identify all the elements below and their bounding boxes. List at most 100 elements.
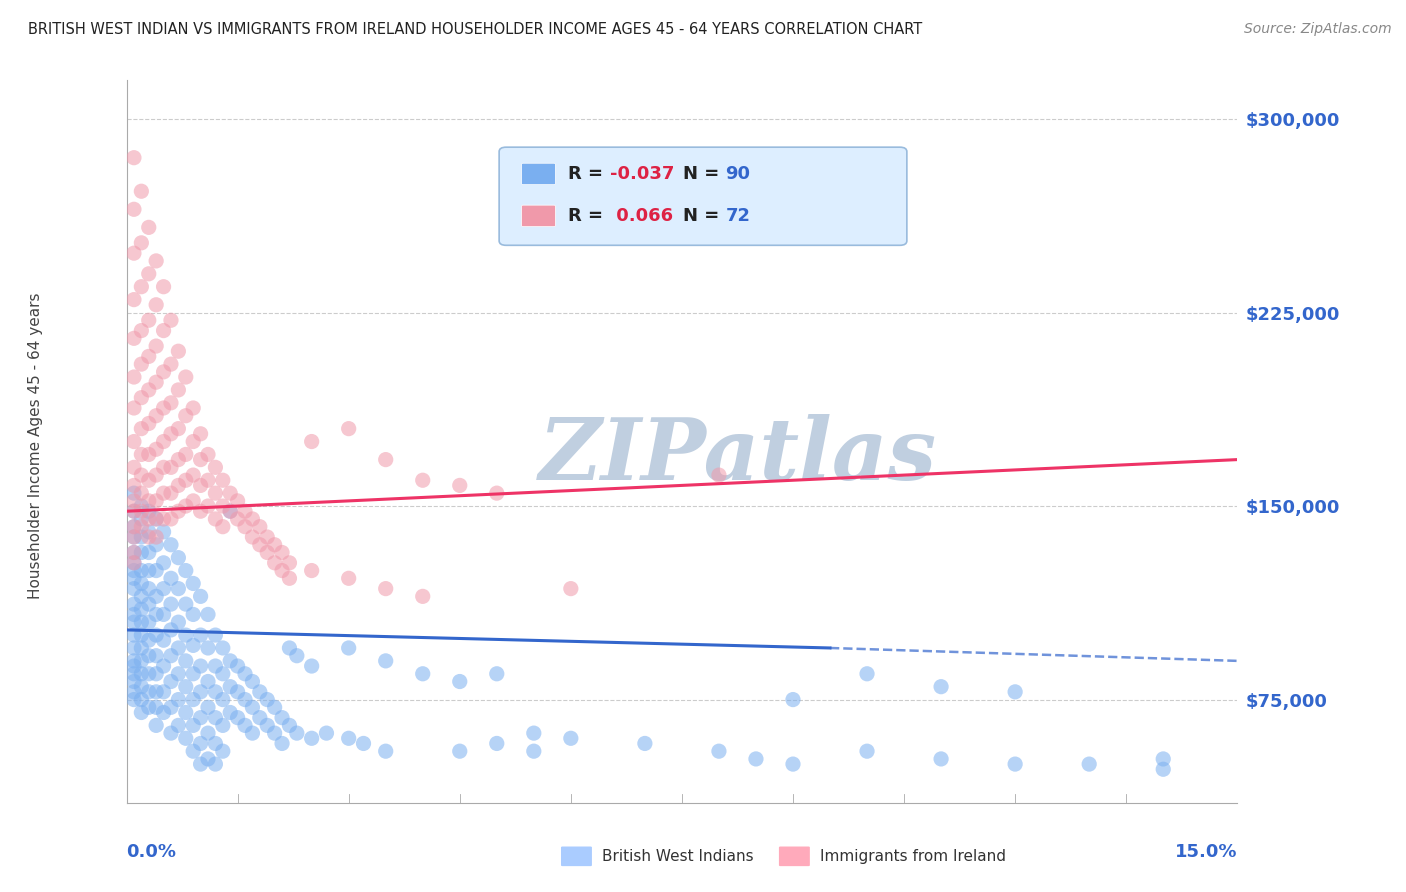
Point xyxy=(145,468,167,483)
Point xyxy=(1004,757,1026,772)
Point xyxy=(249,519,271,533)
Point xyxy=(190,711,212,725)
Point xyxy=(138,220,160,235)
Point xyxy=(138,447,160,461)
Point xyxy=(122,582,145,596)
Point xyxy=(174,706,197,720)
Point xyxy=(181,718,204,732)
Point xyxy=(167,478,190,492)
Point xyxy=(197,752,219,766)
Text: 0.0%: 0.0% xyxy=(127,843,177,861)
Point xyxy=(131,692,153,706)
Point xyxy=(301,434,323,449)
Point xyxy=(122,530,145,544)
Point xyxy=(181,576,204,591)
Text: Source: ZipAtlas.com: Source: ZipAtlas.com xyxy=(1244,22,1392,37)
Point xyxy=(374,744,396,758)
Point xyxy=(131,357,153,371)
Point xyxy=(138,685,160,699)
Point xyxy=(197,607,219,622)
Point xyxy=(233,718,256,732)
Point xyxy=(204,711,226,725)
Point xyxy=(707,468,730,483)
Point xyxy=(122,478,145,492)
Point xyxy=(256,692,278,706)
Point xyxy=(152,365,174,379)
Point xyxy=(1078,757,1101,772)
Point xyxy=(122,202,145,217)
Point xyxy=(122,556,145,570)
Point xyxy=(122,666,145,681)
Point xyxy=(122,504,145,518)
Point xyxy=(204,685,226,699)
Point xyxy=(131,468,153,483)
Point xyxy=(190,504,212,518)
Point xyxy=(131,640,153,655)
Point xyxy=(211,718,233,732)
Point xyxy=(138,564,160,578)
Point xyxy=(181,692,204,706)
Point xyxy=(138,545,160,559)
Point xyxy=(181,607,204,622)
Point xyxy=(204,512,226,526)
Point xyxy=(211,499,233,513)
Text: ZIPatlas: ZIPatlas xyxy=(538,414,936,498)
Point xyxy=(160,512,183,526)
Point xyxy=(190,590,212,604)
Point xyxy=(160,486,183,500)
Text: -0.037: -0.037 xyxy=(610,165,675,183)
Text: R =: R = xyxy=(568,207,609,225)
Point xyxy=(190,452,212,467)
Point xyxy=(122,607,145,622)
Point xyxy=(412,666,434,681)
Point xyxy=(160,396,183,410)
Point xyxy=(167,640,190,655)
Point xyxy=(122,685,145,699)
Point xyxy=(122,545,145,559)
Point xyxy=(174,564,197,578)
Point xyxy=(145,512,167,526)
Point xyxy=(249,685,271,699)
Point xyxy=(353,736,375,750)
Point xyxy=(138,666,160,681)
Point xyxy=(138,530,160,544)
Point xyxy=(122,494,145,508)
Point xyxy=(174,654,197,668)
Point xyxy=(138,582,160,596)
Point xyxy=(233,692,256,706)
Point xyxy=(929,752,952,766)
Point xyxy=(145,339,167,353)
Point xyxy=(138,615,160,630)
Point xyxy=(219,486,242,500)
Point xyxy=(145,442,167,457)
Text: BRITISH WEST INDIAN VS IMMIGRANTS FROM IRELAND HOUSEHOLDER INCOME AGES 45 - 64 Y: BRITISH WEST INDIAN VS IMMIGRANTS FROM I… xyxy=(28,22,922,37)
Point xyxy=(190,628,212,642)
Point xyxy=(138,700,160,714)
Point xyxy=(160,597,183,611)
Point xyxy=(152,486,174,500)
Point xyxy=(152,512,174,526)
Point xyxy=(152,434,174,449)
Point xyxy=(634,736,657,750)
Point xyxy=(181,401,204,415)
Point xyxy=(263,538,285,552)
Text: Immigrants from Ireland: Immigrants from Ireland xyxy=(820,849,1005,863)
Point xyxy=(374,452,396,467)
Point xyxy=(138,383,160,397)
Point xyxy=(138,350,160,364)
Point xyxy=(707,744,730,758)
Point xyxy=(138,313,160,327)
Point xyxy=(374,654,396,668)
Point xyxy=(560,731,582,746)
Point xyxy=(197,726,219,740)
Point xyxy=(122,434,145,449)
Point xyxy=(167,383,190,397)
Point xyxy=(190,426,212,441)
Point xyxy=(138,648,160,663)
Point xyxy=(256,545,278,559)
Point xyxy=(190,685,212,699)
Point xyxy=(782,757,804,772)
Point xyxy=(256,530,278,544)
Point xyxy=(856,666,879,681)
Point xyxy=(197,674,219,689)
